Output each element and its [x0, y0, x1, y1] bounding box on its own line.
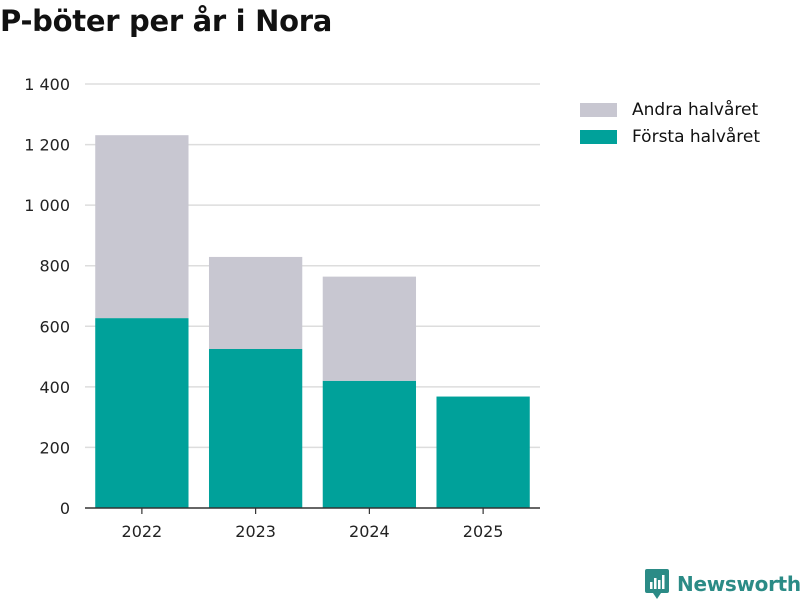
bar-2025-forsta[interactable] — [436, 396, 530, 508]
legend-label-forsta: Första halvåret — [632, 126, 761, 147]
x-tick-label: 2023 — [235, 522, 276, 541]
y-axis: 0 200 400 600 800 1 000 1 200 1 400 — [24, 75, 70, 518]
y-tick-label: 0 — [60, 499, 70, 518]
legend: Andra halvåret Första halvåret — [580, 96, 760, 150]
legend-swatch-forsta — [580, 129, 617, 144]
y-tick-label: 800 — [39, 257, 70, 276]
y-tick-label: 1 200 — [24, 136, 70, 155]
x-tick-label: 2025 — [463, 522, 504, 541]
newsworthy-logo: Newsworthy — [645, 569, 800, 599]
bar-2024-andra[interactable] — [322, 276, 417, 381]
y-tick-label: 1 400 — [24, 75, 70, 94]
legend-label-andra: Andra halvåret — [632, 99, 759, 120]
y-tick-label: 200 — [39, 438, 70, 457]
newsworthy-logo-icon — [645, 569, 669, 599]
chart-title: P-böter per år i Nora — [0, 4, 332, 38]
bar-2022-andra[interactable] — [95, 135, 189, 319]
legend-item-forsta[interactable]: Första halvåret — [580, 123, 760, 150]
bar-2024-forsta[interactable] — [322, 380, 417, 508]
y-tick-label: 400 — [39, 378, 70, 397]
y-tick-label: 1 000 — [24, 196, 70, 215]
x-axis: 2022 2023 2024 2025 — [85, 507, 540, 541]
newsworthy-logo-text: Newsworthy — [677, 572, 800, 596]
x-tick-label: 2024 — [349, 522, 390, 541]
x-tick-label: 2022 — [122, 522, 163, 541]
bar-2023-forsta[interactable] — [208, 349, 303, 508]
bar-2022-forsta[interactable] — [95, 318, 189, 508]
legend-item-andra[interactable]: Andra halvåret — [580, 96, 760, 123]
bars — [95, 135, 530, 508]
bar-2023-andra[interactable] — [208, 256, 303, 349]
y-tick-label: 600 — [39, 317, 70, 336]
legend-swatch-andra — [580, 102, 617, 117]
